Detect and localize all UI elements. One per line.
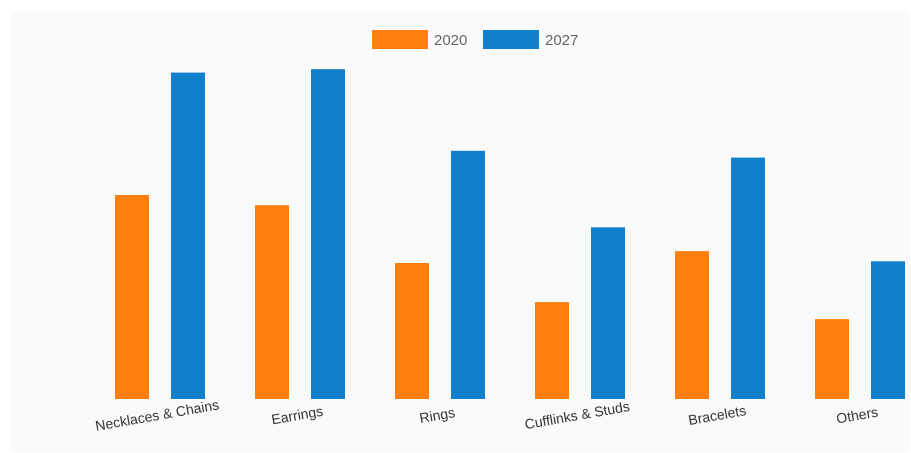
x-tick-label-earrings: Earrings: [270, 403, 324, 428]
x-tick-label-others: Others: [835, 404, 879, 427]
bar-others-2027: [871, 261, 905, 399]
bar-bracelets-2027: [731, 157, 765, 399]
x-tick-label-cufflinks-and-studs: Cufflinks & Studs: [523, 398, 631, 432]
bar-cufflinks-and-studs-2027: [591, 227, 625, 399]
bar-rings-2020: [395, 263, 429, 399]
bar-others-2020: [815, 319, 849, 399]
legend-label-2027[interactable]: 2027: [545, 32, 578, 49]
x-tick-label-bracelets: Bracelets: [687, 402, 747, 428]
bar-cufflinks-and-studs-2020: [535, 302, 569, 399]
bar-necklaces-and-chains-2020: [115, 195, 149, 399]
legend-swatch-2020[interactable]: [372, 30, 428, 49]
bars-group: [115, 69, 905, 399]
bar-rings-2027: [451, 150, 485, 399]
bar-necklaces-and-chains-2027: [171, 72, 205, 399]
bar-bracelets-2020: [675, 251, 709, 399]
bar-earrings-2027: [311, 69, 345, 399]
bar-earrings-2020: [255, 205, 289, 399]
x-axis-tick-labels: Necklaces & Chains Earrings Rings Cufflinks…: [94, 396, 879, 434]
legend-label-2020[interactable]: 2020: [434, 32, 467, 49]
legend-swatch-2027[interactable]: [483, 30, 539, 49]
x-tick-label-rings: Rings: [418, 404, 456, 426]
x-tick-label-necklaces-and-chains: Necklaces & Chains: [94, 396, 220, 434]
legend: 2020 2027: [372, 30, 578, 49]
